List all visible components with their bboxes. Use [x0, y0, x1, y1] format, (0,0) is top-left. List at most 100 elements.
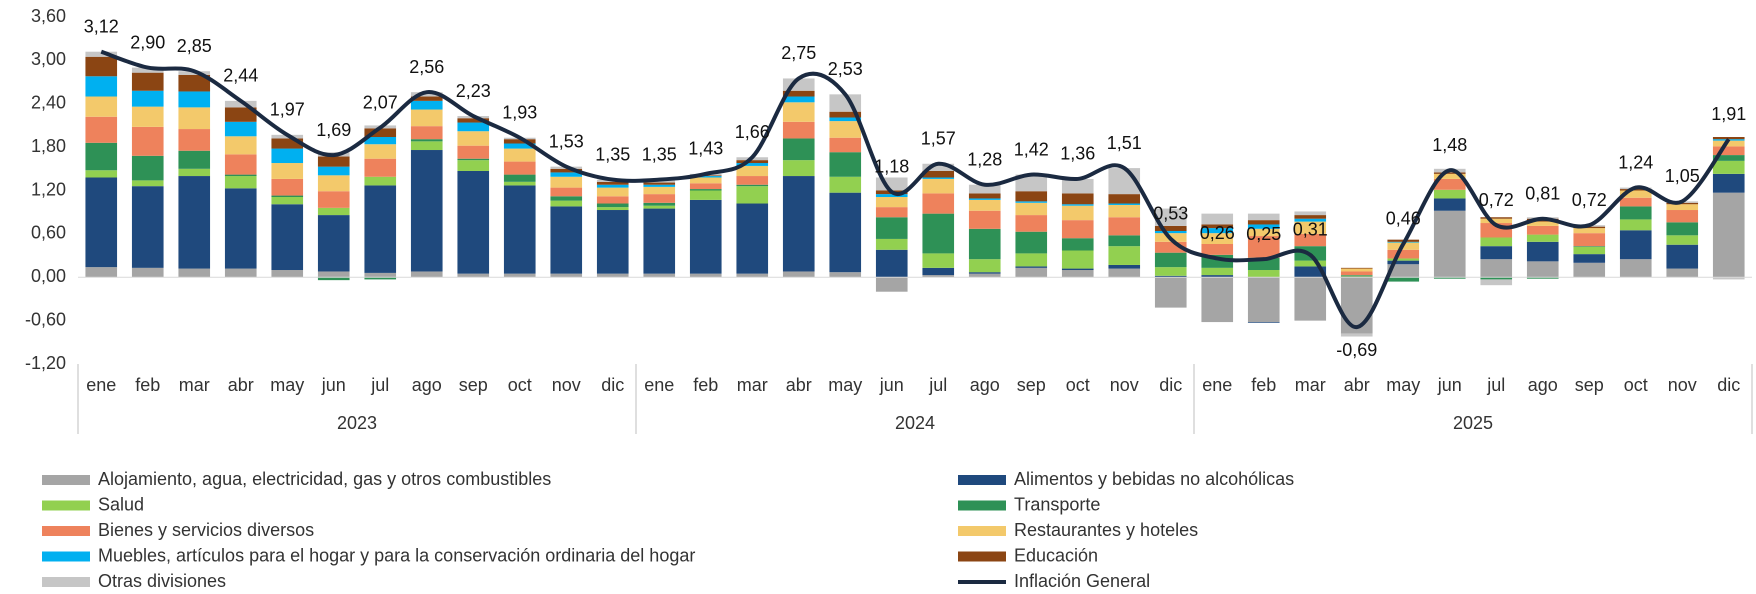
- x-tick-label: dic: [1159, 375, 1182, 395]
- bar-segment: [1666, 235, 1699, 245]
- bar-segment: [968, 259, 1001, 273]
- data-label: 1,24: [1618, 152, 1653, 172]
- bar-segment: [1619, 189, 1652, 191]
- bar-segment: [1061, 250, 1094, 269]
- bar-segment: [178, 268, 211, 278]
- bar-segment: [1619, 190, 1652, 198]
- bar-segment: [643, 273, 676, 278]
- bar-segment: [410, 271, 443, 278]
- data-label: 2,85: [177, 36, 212, 56]
- bar-segment: [1154, 208, 1187, 226]
- bar-segment: [1294, 215, 1327, 219]
- bar-segment: [457, 170, 490, 274]
- x-tick-label: mar: [179, 375, 210, 395]
- bar-segment: [643, 186, 676, 195]
- bar-segment: [1340, 277, 1373, 334]
- bar-segment: [1480, 259, 1513, 278]
- bar-segment: [271, 195, 304, 198]
- data-label: 2,07: [363, 92, 398, 112]
- bar-segment: [410, 109, 443, 127]
- bar-segment: [1154, 225, 1187, 231]
- bar-segment: [736, 163, 769, 166]
- bar-segment: [410, 139, 443, 142]
- bar-segment: [1480, 279, 1513, 286]
- bar-segment: [1433, 277, 1466, 279]
- bar-segment: [689, 177, 722, 184]
- bar-segment: [1108, 268, 1141, 278]
- bar-segment: [1433, 189, 1466, 199]
- x-tick-label: abr: [1344, 375, 1370, 395]
- bar-segment: [1433, 173, 1466, 179]
- bar-segment: [317, 191, 350, 208]
- x-tick-label: ene: [644, 375, 674, 395]
- y-tick-label: -1,20: [25, 353, 66, 373]
- x-tick-label: mar: [737, 375, 768, 395]
- bar-segment: [131, 267, 164, 278]
- bar-segment: [968, 193, 1001, 199]
- bar-segment: [457, 158, 490, 161]
- bar-segment: [922, 213, 955, 254]
- bar-segment: [736, 165, 769, 177]
- bar-segment: [922, 193, 955, 214]
- bar-segment: [1340, 268, 1373, 272]
- bar-segment: [968, 198, 1001, 200]
- data-label: 0,72: [1572, 190, 1607, 210]
- x-tick-label: may: [270, 375, 304, 395]
- bar-segment: [457, 160, 490, 171]
- bar-segment: [1340, 271, 1373, 276]
- y-tick-label: 0,60: [31, 223, 66, 243]
- x-tick-label: jul: [928, 375, 947, 395]
- data-label: 1,57: [921, 129, 956, 149]
- legend-swatch: [42, 526, 90, 536]
- bar-segment: [1294, 260, 1327, 267]
- bar-segment: [271, 270, 304, 278]
- bar-segment: [85, 116, 118, 143]
- bar-segment: [85, 142, 118, 171]
- bar-segment: [1015, 202, 1048, 216]
- bar-segment: [1480, 277, 1513, 280]
- legend-label: Alojamiento, agua, electricidad, gas y o…: [98, 469, 551, 489]
- bar-segment: [1526, 261, 1559, 278]
- legend-swatch: [42, 551, 90, 562]
- legend-label: Bienes y servicios diversos: [98, 520, 314, 540]
- bar-segment: [85, 76, 118, 97]
- x-tick-label: jul: [1486, 375, 1505, 395]
- data-label: 2,75: [781, 43, 816, 63]
- bar-segment: [875, 217, 908, 239]
- y-tick-label: 0,00: [31, 266, 66, 286]
- legend-swatch: [42, 577, 90, 587]
- bar-segment: [1294, 277, 1327, 321]
- bar-segment: [736, 273, 769, 278]
- bar-segment: [689, 189, 722, 191]
- x-tick-label: sep: [1575, 375, 1604, 395]
- bar-segment: [1294, 211, 1327, 216]
- bar-segment: [1015, 253, 1048, 267]
- bar-segment: [1573, 246, 1606, 255]
- bar-segment: [178, 168, 211, 177]
- bar-segment: [1154, 230, 1187, 234]
- bar-segment: [1108, 204, 1141, 218]
- bar-segment: [131, 72, 164, 91]
- bar-segment: [596, 273, 629, 278]
- bar-segment: [224, 176, 257, 189]
- bar-segment: [1387, 264, 1420, 278]
- bar-segment: [503, 185, 536, 274]
- bar-segment: [689, 183, 722, 190]
- bar-segment: [1619, 259, 1652, 278]
- bar-segment: [1619, 197, 1652, 207]
- bar-segment: [596, 181, 629, 185]
- data-label: 1,91: [1711, 104, 1746, 124]
- bar-segment: [782, 102, 815, 122]
- bar-segment: [1526, 241, 1559, 262]
- bar-segment: [178, 150, 211, 169]
- bar-segment: [1666, 222, 1699, 236]
- bar-segment: [503, 273, 536, 278]
- bar-segment: [364, 272, 397, 278]
- bar-segment: [1433, 210, 1466, 278]
- bar-segment: [596, 187, 629, 197]
- bar-segment: [364, 185, 397, 273]
- bar-segment: [782, 176, 815, 272]
- bar-segment: [550, 206, 583, 274]
- data-label: 1,66: [735, 122, 770, 142]
